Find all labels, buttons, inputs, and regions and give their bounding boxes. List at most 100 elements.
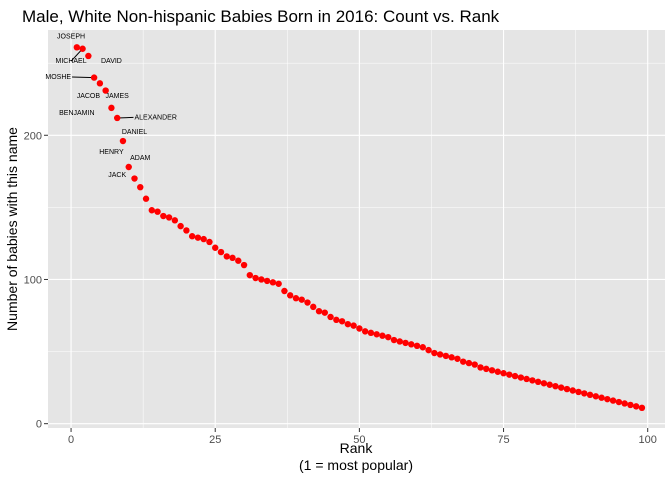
data-point [338,318,346,325]
data-point [275,280,282,287]
point-label: MOSHE [45,74,71,81]
data-point [471,361,478,368]
point-label: ADAM [130,155,150,162]
data-point [638,404,646,412]
data-point [154,208,161,215]
data-point [431,349,438,357]
point-label: JOSEPH [57,34,85,41]
data-point [454,355,461,362]
data-point [465,359,473,367]
data-point [79,45,86,52]
data-point [442,352,450,360]
point-label: MICHAEL [56,58,87,65]
x-tick-label: 0 [68,434,74,446]
data-point [160,212,167,220]
data-point [563,385,571,393]
data-point [425,346,432,354]
data-point [413,342,421,350]
point-label: BENJAMIN [59,110,94,117]
data-point [586,391,594,399]
data-point [344,320,352,328]
data-point [212,244,219,251]
point-label: JAMES [106,93,130,100]
data-point [177,222,184,230]
data-point [235,257,242,264]
data-point [310,303,317,311]
data-point [546,381,553,388]
data-point [252,274,259,282]
data-point [327,313,334,321]
data-point [632,403,640,410]
data-point [534,378,542,386]
data-point [200,235,207,243]
data-point [477,364,484,371]
data-point [188,233,196,240]
data-point [96,80,104,87]
data-point [379,332,386,339]
data-point [194,234,202,241]
data-point [286,292,294,299]
point-label: JACK [108,172,126,179]
data-point [333,316,340,324]
point-label: DAVID [101,58,122,65]
data-point [148,207,155,214]
data-point [511,372,519,380]
data-point [436,351,444,358]
leader-line [72,76,95,79]
data-point [240,261,248,269]
data-point [90,74,98,81]
data-point [609,397,617,404]
data-point [615,398,623,406]
data-point [500,370,507,377]
data-point [183,227,190,234]
data-point [483,365,490,373]
chart-title: Male, White Non-hispanic Babies Born in … [22,7,500,26]
data-point [165,214,173,221]
data-point [315,307,323,315]
major-gridlines [48,30,665,428]
data-point [598,394,605,401]
data-point [304,299,311,306]
data-point [517,374,525,381]
data-point [263,277,271,285]
data-point [540,380,548,387]
data-point [281,287,288,295]
data-points [73,44,646,412]
data-point [137,183,144,191]
point-label: JACOB [77,93,101,100]
data-point [621,400,628,407]
data-point [269,279,277,286]
data-point [581,390,588,397]
data-point [627,401,634,409]
data-point [402,339,409,347]
data-point [367,329,375,337]
data-point [142,195,150,202]
data-point [373,331,380,338]
data-point [102,87,109,94]
data-point [292,295,300,302]
data-point [569,387,576,394]
y-tick-label: 0 [36,419,42,431]
data-point [448,354,455,361]
data-point [125,163,132,171]
data-point [575,388,582,396]
data-point [488,367,496,374]
data-point [558,384,565,391]
data-point [506,371,513,378]
data-point [396,338,403,345]
y-tick-label: 200 [24,130,42,142]
data-point [523,375,530,383]
y-tick-label: 100 [24,274,42,286]
data-point [390,336,398,344]
data-point [459,358,467,365]
data-point [131,175,138,182]
data-point [385,333,392,341]
data-point [223,253,230,260]
plot-panel [48,30,665,428]
data-point [321,309,328,316]
data-point [298,296,305,303]
data-point [217,248,225,256]
data-point [246,271,254,279]
x-tick-label: 25 [209,434,221,446]
